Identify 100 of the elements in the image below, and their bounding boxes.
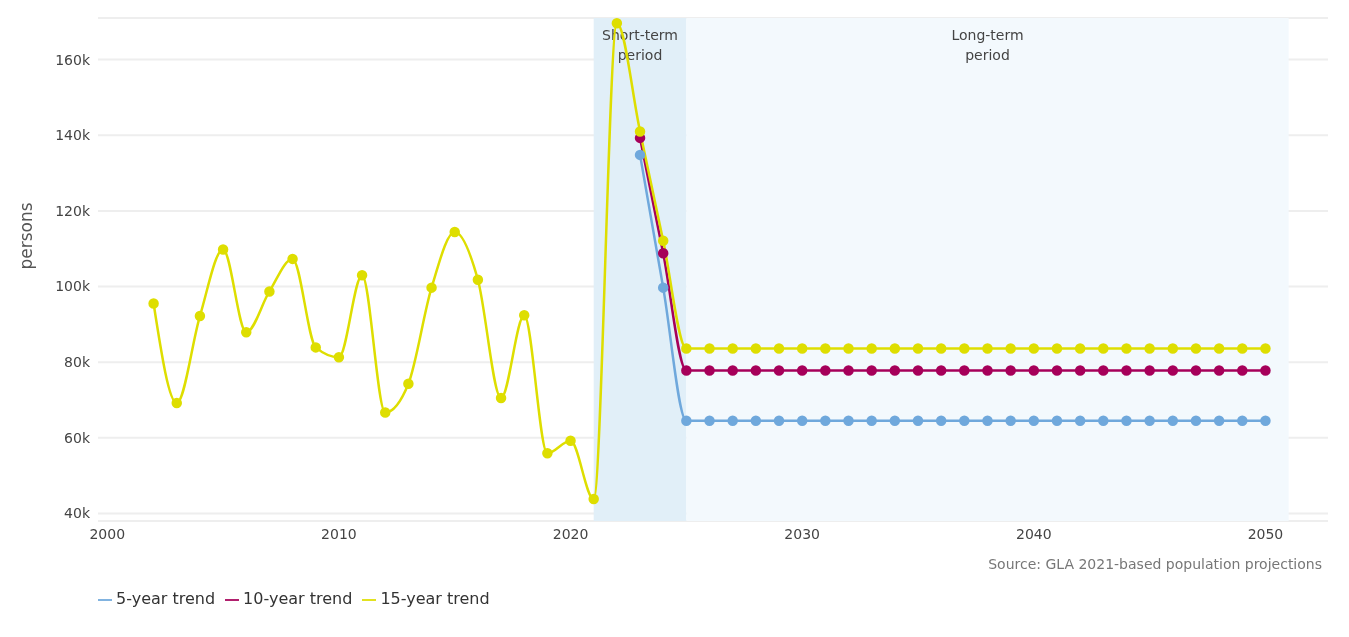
point xyxy=(935,343,947,354)
point xyxy=(982,415,993,427)
point xyxy=(403,378,414,389)
point xyxy=(1167,365,1179,376)
point xyxy=(1190,365,1202,376)
y-axis-title: persons xyxy=(16,202,37,270)
point xyxy=(1237,343,1248,354)
point xyxy=(773,343,785,354)
x-tick-label: 2050 xyxy=(1247,525,1284,542)
point xyxy=(820,415,831,427)
point xyxy=(1051,415,1063,427)
point xyxy=(264,286,275,297)
point xyxy=(472,274,484,285)
point xyxy=(1121,415,1132,427)
legend-label: 15-year trend xyxy=(380,589,490,608)
point xyxy=(1213,365,1225,376)
point xyxy=(843,343,854,354)
point xyxy=(1074,365,1086,376)
point xyxy=(542,448,553,459)
y-tick-label: 80k xyxy=(64,354,91,371)
point xyxy=(657,247,669,259)
point xyxy=(889,365,901,376)
point xyxy=(982,343,993,354)
point xyxy=(426,282,437,293)
point xyxy=(866,365,877,376)
point xyxy=(148,298,159,309)
x-tick-label: 2000 xyxy=(89,525,126,542)
point xyxy=(959,415,970,427)
point xyxy=(1051,343,1063,354)
point xyxy=(217,244,229,255)
point xyxy=(959,365,970,376)
point xyxy=(912,343,924,354)
x-tick-label: 2030 xyxy=(784,525,820,542)
point xyxy=(1028,415,1040,427)
point xyxy=(681,343,692,354)
point xyxy=(889,343,901,354)
point xyxy=(1005,365,1016,376)
point xyxy=(611,18,623,29)
point xyxy=(1005,415,1016,427)
point xyxy=(820,365,831,376)
point xyxy=(1260,365,1271,376)
point xyxy=(750,415,762,427)
point xyxy=(704,415,715,427)
point xyxy=(796,415,808,427)
x-tick-label: 2020 xyxy=(552,525,589,542)
point xyxy=(1051,365,1063,376)
point xyxy=(1028,365,1040,376)
y-tick-label: 60k xyxy=(64,429,91,446)
point xyxy=(681,415,692,427)
point xyxy=(657,235,669,247)
point xyxy=(1144,365,1155,376)
point xyxy=(1237,415,1248,427)
point xyxy=(1237,365,1248,376)
y-tick-label: 100k xyxy=(55,278,91,295)
point xyxy=(634,126,646,137)
point xyxy=(449,226,460,238)
point xyxy=(843,365,854,376)
point xyxy=(1074,343,1086,354)
point xyxy=(634,149,646,161)
point xyxy=(495,392,507,404)
point xyxy=(959,343,970,354)
point xyxy=(912,415,924,427)
point xyxy=(866,415,877,427)
point xyxy=(657,282,669,293)
point xyxy=(704,343,715,354)
point xyxy=(982,365,993,376)
point xyxy=(356,269,368,281)
point xyxy=(750,343,762,354)
point xyxy=(843,415,854,427)
point xyxy=(1098,415,1109,427)
point xyxy=(1098,365,1109,376)
point xyxy=(1190,415,1202,427)
point xyxy=(1213,343,1225,354)
point xyxy=(565,435,576,447)
point xyxy=(1213,415,1225,427)
point xyxy=(1144,415,1155,427)
point xyxy=(912,365,924,376)
point xyxy=(241,327,252,338)
point xyxy=(287,253,298,265)
point xyxy=(1167,415,1179,427)
point xyxy=(750,365,762,376)
y-tick-label: 120k xyxy=(55,202,91,219)
point xyxy=(796,365,808,376)
point xyxy=(1260,415,1271,427)
point xyxy=(935,415,947,427)
x-tick-label: 2040 xyxy=(1016,525,1052,542)
point xyxy=(379,407,391,418)
point xyxy=(1098,343,1109,354)
point xyxy=(171,397,183,409)
point xyxy=(773,365,785,376)
point xyxy=(1144,343,1155,354)
point xyxy=(518,310,530,321)
point xyxy=(866,343,877,354)
y-tick-label: 40k xyxy=(64,505,91,522)
point xyxy=(935,365,947,376)
point xyxy=(194,310,206,322)
point xyxy=(727,343,738,354)
point xyxy=(588,493,599,505)
point xyxy=(681,365,692,376)
point xyxy=(727,415,738,427)
